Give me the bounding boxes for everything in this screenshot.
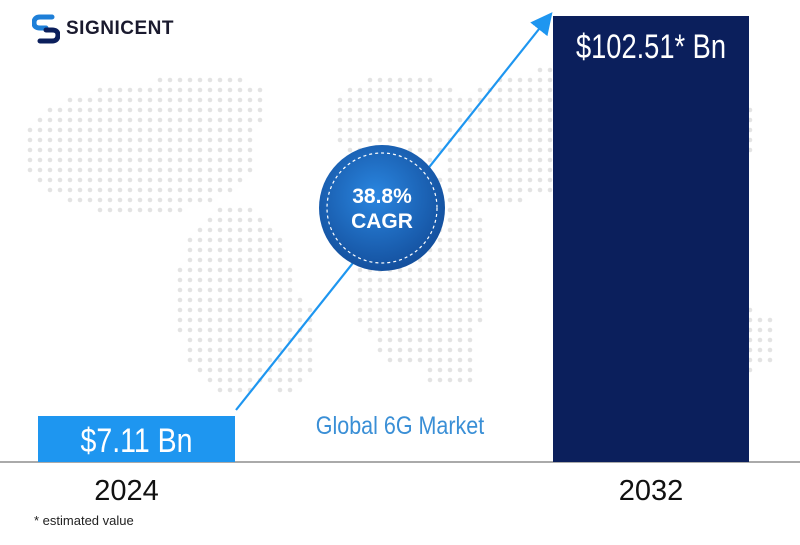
- chart-title: Global 6G Market: [315, 412, 485, 440]
- bar-value-label-2032: $102.51* Bn: [576, 28, 726, 66]
- bar-value-label-2024: $7.11 Bn: [81, 422, 193, 460]
- bar-2024: [38, 416, 235, 462]
- cagr-text: CAGR: [351, 210, 413, 233]
- bar-2032: [553, 16, 749, 462]
- cagr-value: 38.8%: [352, 185, 412, 208]
- cagr-circle-ring: [326, 152, 438, 264]
- brand-logo: SIGNICENT: [32, 14, 174, 44]
- signicent-logo-icon: [32, 14, 60, 44]
- footnote: * estimated value: [34, 513, 134, 528]
- cagr-circle: [319, 145, 445, 271]
- brand-name: SIGNICENT: [66, 18, 174, 39]
- category-label-2024: 2024: [94, 475, 159, 507]
- category-label-2032: 2032: [619, 475, 684, 507]
